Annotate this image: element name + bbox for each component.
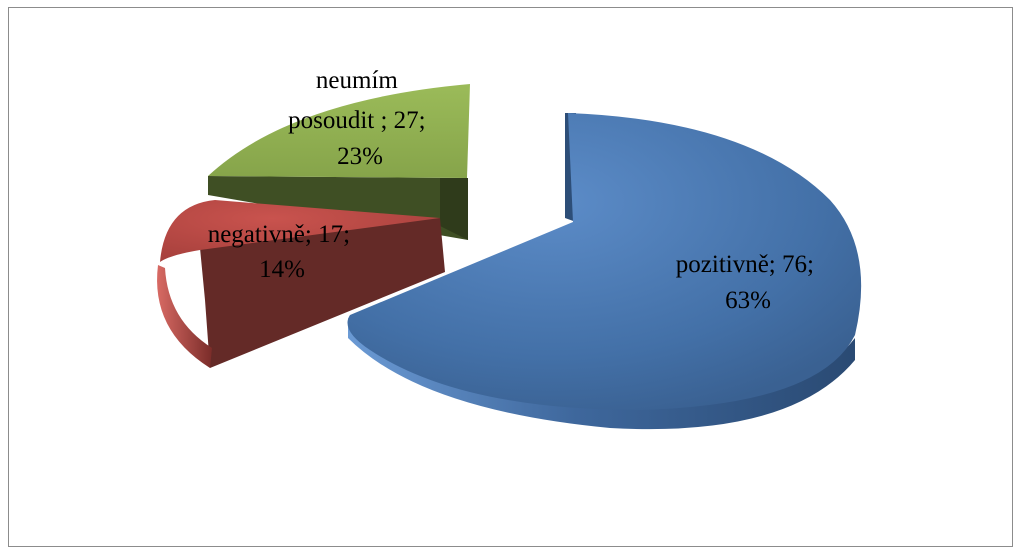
label-pozitivne: pozitivně; 76; 63% [676,251,820,314]
slice-pozitivne[interactable] [347,113,862,430]
slice-pozitivne-top [347,113,862,410]
slice-negativne-top [160,200,440,262]
slice-negativne-side [157,265,212,368]
slice-neumim-posoudit-edge [440,178,468,240]
slice-neumim-posoudit-top [208,84,470,178]
label-negativne: negativně; 17; 14% [208,221,357,283]
label-neumim-posoudit: neumím posoudit ; 27; 23% [288,67,432,170]
pie-chart: neumím posoudit ; 27; 23% negativně; 17;… [157,67,862,430]
slice-negativne-cut-face [200,218,445,368]
slice-negativne[interactable] [157,200,445,368]
